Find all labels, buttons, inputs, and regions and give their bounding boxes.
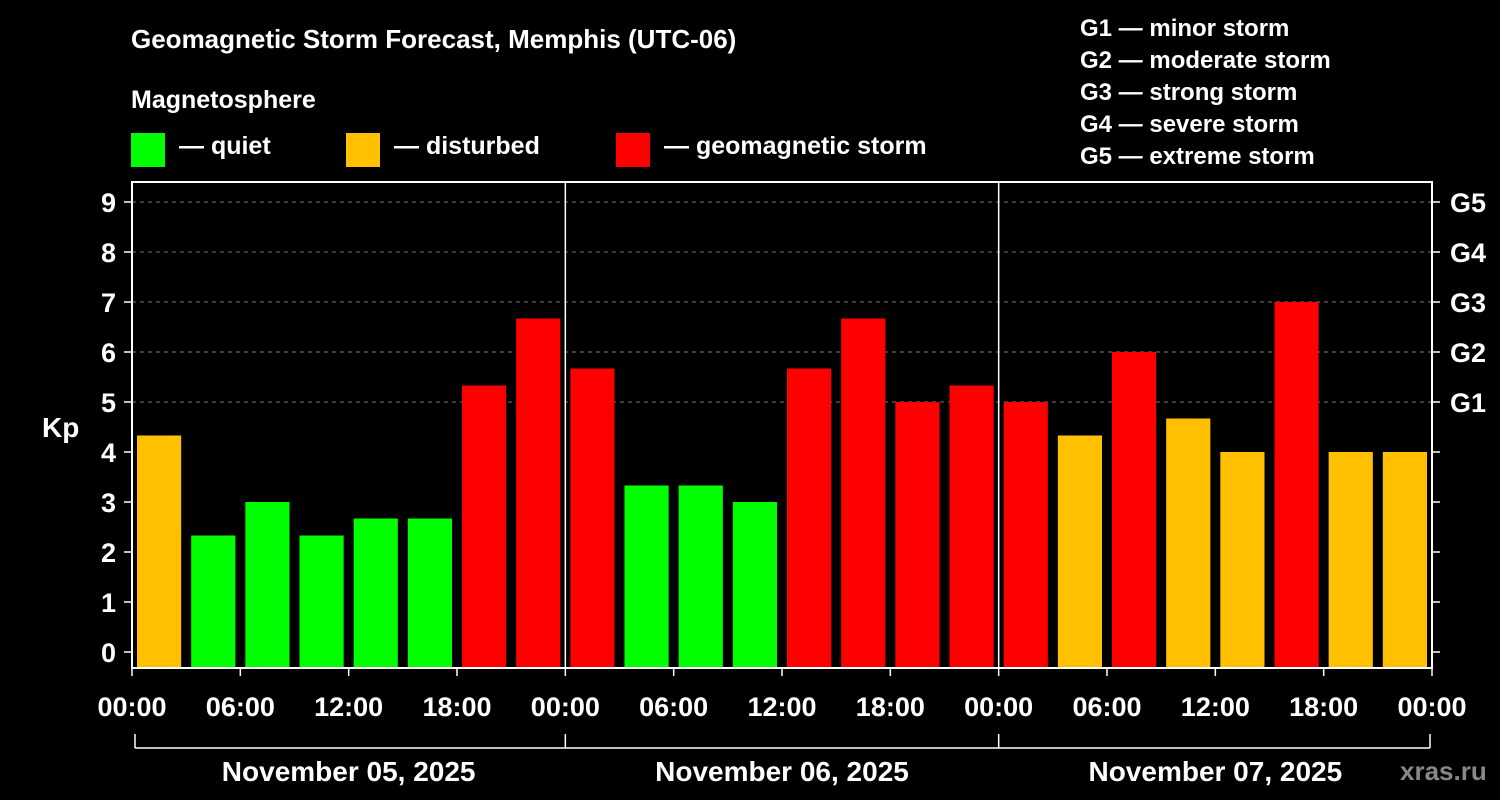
y-tick-label-6: 6 <box>101 338 116 368</box>
bar-6 <box>462 385 507 668</box>
legend-item-quiet: — quiet <box>131 131 271 167</box>
y-axis-label: Kp <box>42 412 80 443</box>
y-tick-label-5: 5 <box>101 388 116 418</box>
bar-20 <box>1220 452 1265 668</box>
bar-4 <box>353 518 398 668</box>
y-tick-label-2: 2 <box>101 538 116 568</box>
x-tick-label-9: 06:00 <box>1072 692 1141 722</box>
x-tick-label-6: 12:00 <box>747 692 816 722</box>
bar-18 <box>1112 352 1157 668</box>
y-tick-label-4: 4 <box>101 438 116 468</box>
bar-13 <box>841 318 886 668</box>
bar-17 <box>1057 435 1102 668</box>
watermark: xras.ru <box>1400 756 1487 786</box>
bar-15 <box>949 385 994 668</box>
x-tick-label-8: 00:00 <box>964 692 1033 722</box>
g-level-legend: G1 — minor storm G2 — moderate storm G3 … <box>1080 14 1331 174</box>
y-tick-label-8: 8 <box>101 238 116 268</box>
bar-1 <box>191 535 236 668</box>
legend-label-quiet: — quiet <box>179 131 271 160</box>
g-level-g5: G5 — extreme storm <box>1080 143 1315 170</box>
g-level-g4: G4 — severe storm <box>1080 111 1299 138</box>
x-tick-label-1: 06:00 <box>206 692 275 722</box>
bar-8 <box>570 368 615 668</box>
g-axis-label-4: G5 <box>1450 188 1486 218</box>
y-tick-label-7: 7 <box>101 288 116 318</box>
g-level-g2: G2 — moderate storm <box>1080 47 1331 74</box>
chart-title: Geomagnetic Storm Forecast, Memphis (UTC… <box>131 24 737 54</box>
legend-heading: Magnetosphere <box>131 86 316 114</box>
g-level-g3: G3 — strong storm <box>1080 79 1298 106</box>
bar-16 <box>1003 402 1048 668</box>
y-tick-label-1: 1 <box>101 588 116 618</box>
g-axis-label-0: G1 <box>1450 388 1486 418</box>
bar-14 <box>895 402 940 668</box>
x-tick-label-2: 12:00 <box>314 692 383 722</box>
x-tick-label-7: 18:00 <box>856 692 925 722</box>
g-axis-label-1: G2 <box>1450 338 1486 368</box>
bar-9 <box>624 485 669 668</box>
bar-12 <box>787 368 832 668</box>
bar-10 <box>678 485 723 668</box>
bar-7 <box>516 318 561 668</box>
bar-3 <box>299 535 344 668</box>
x-tick-label-12: 00:00 <box>1397 692 1466 722</box>
legend-item-disturbed: — disturbed <box>346 131 540 167</box>
bar-0 <box>137 435 182 668</box>
legend-swatch-quiet <box>131 133 165 167</box>
x-tick-label-3: 18:00 <box>422 692 491 722</box>
bar-22 <box>1328 452 1373 668</box>
date-label-2: November 07, 2025 <box>1088 756 1342 787</box>
legend-item-storm: — geomagnetic storm <box>616 131 927 167</box>
x-tick-label-10: 12:00 <box>1181 692 1250 722</box>
y-tick-label-3: 3 <box>101 488 116 518</box>
legend-swatch-disturbed <box>346 133 380 167</box>
legend-label-storm: — geomagnetic storm <box>664 131 927 160</box>
bar-2 <box>245 502 290 668</box>
bar-11 <box>732 502 777 668</box>
date-label-1: November 06, 2025 <box>655 756 909 787</box>
bar-19 <box>1166 418 1211 668</box>
x-tick-label-11: 18:00 <box>1289 692 1358 722</box>
x-tick-label-0: 00:00 <box>97 692 166 722</box>
y-tick-label-9: 9 <box>101 188 116 218</box>
g-level-g1: G1 — minor storm <box>1080 15 1290 42</box>
g-axis-label-3: G4 <box>1450 238 1486 268</box>
legend-label-disturbed: — disturbed <box>394 131 540 160</box>
bar-5 <box>407 518 452 668</box>
g-axis-label-2: G3 <box>1450 288 1486 318</box>
date-label-0: November 05, 2025 <box>222 756 476 787</box>
legend-swatch-storm <box>616 133 650 167</box>
y-tick-label-0: 0 <box>101 638 116 668</box>
x-tick-label-4: 00:00 <box>531 692 600 722</box>
x-tick-label-5: 06:00 <box>639 692 708 722</box>
bar-21 <box>1274 302 1319 668</box>
bar-23 <box>1382 452 1427 668</box>
